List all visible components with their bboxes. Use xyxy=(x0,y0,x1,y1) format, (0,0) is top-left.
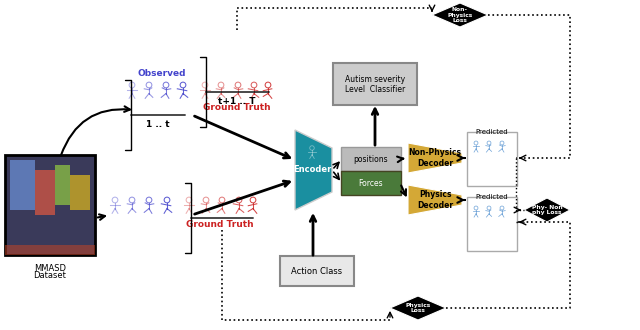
FancyBboxPatch shape xyxy=(467,197,517,251)
Text: positions: positions xyxy=(354,154,388,163)
Text: Predicted: Predicted xyxy=(476,129,508,135)
FancyBboxPatch shape xyxy=(333,63,417,105)
FancyBboxPatch shape xyxy=(467,132,517,186)
Text: MMASD: MMASD xyxy=(34,264,66,273)
Text: Non-Physics
Decoder: Non-Physics Decoder xyxy=(408,148,461,168)
FancyBboxPatch shape xyxy=(70,175,90,210)
Text: Predicted: Predicted xyxy=(476,194,508,200)
Text: Autism severity: Autism severity xyxy=(345,76,405,84)
Text: Ground Truth: Ground Truth xyxy=(186,220,254,229)
Text: Non-
Physics
Loss: Non- Physics Loss xyxy=(447,7,472,23)
Polygon shape xyxy=(432,3,488,27)
Text: Forces: Forces xyxy=(358,179,383,187)
Text: Physics
Decoder: Physics Decoder xyxy=(417,190,453,210)
Text: Level  Classifier: Level Classifier xyxy=(345,85,405,94)
Text: 1 .. t: 1 .. t xyxy=(146,120,170,129)
Polygon shape xyxy=(390,296,446,320)
Polygon shape xyxy=(408,185,462,215)
Text: Action Class: Action Class xyxy=(291,267,342,276)
Text: Encoder: Encoder xyxy=(293,166,331,175)
FancyBboxPatch shape xyxy=(5,155,95,255)
FancyBboxPatch shape xyxy=(280,256,354,286)
Text: Phy- Non
phy Loss: Phy- Non phy Loss xyxy=(532,205,563,215)
Polygon shape xyxy=(295,130,332,210)
FancyBboxPatch shape xyxy=(341,147,401,171)
Text: Physics
Loss: Physics Loss xyxy=(405,303,431,314)
Text: t+1 .. T: t+1 .. T xyxy=(218,97,256,106)
FancyBboxPatch shape xyxy=(35,170,55,215)
Text: Dataset: Dataset xyxy=(33,271,67,280)
FancyBboxPatch shape xyxy=(5,245,95,255)
Text: Ground Truth: Ground Truth xyxy=(203,103,271,112)
Polygon shape xyxy=(524,198,570,222)
FancyBboxPatch shape xyxy=(10,160,35,210)
FancyBboxPatch shape xyxy=(341,171,401,195)
FancyBboxPatch shape xyxy=(55,165,70,205)
Polygon shape xyxy=(408,143,462,173)
Text: Observed: Observed xyxy=(138,69,186,78)
